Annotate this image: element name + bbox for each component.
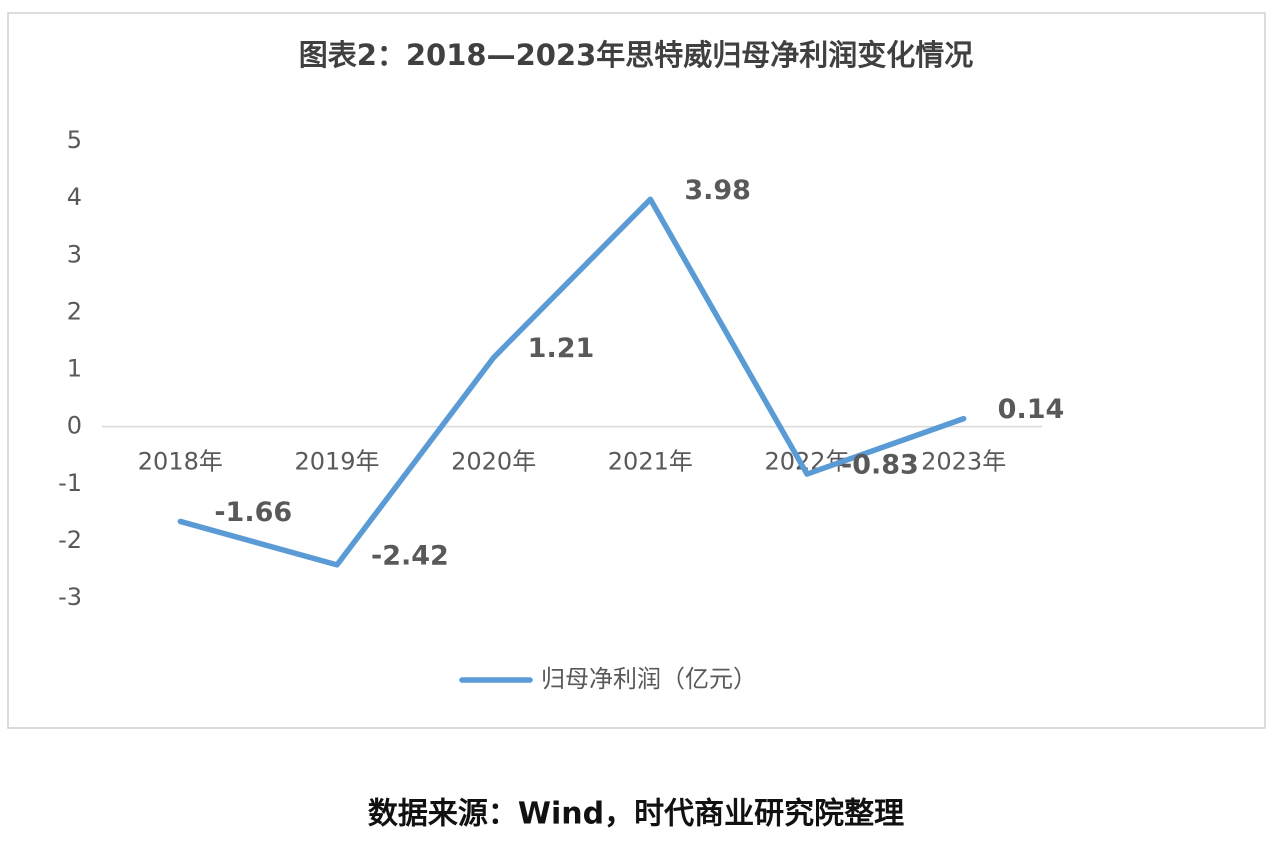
legend-label: 归母净利润（亿元） — [541, 665, 757, 693]
x-tick-label: 2021年 — [608, 448, 693, 476]
x-tick-label: 2018年 — [138, 448, 223, 476]
y-tick-label: -3 — [58, 583, 82, 611]
data-label: -0.83 — [841, 450, 919, 481]
data-label: -1.66 — [214, 497, 292, 528]
data-label: 3.98 — [684, 175, 751, 206]
data-label: -2.42 — [371, 540, 449, 571]
y-tick-label: 5 — [67, 126, 82, 154]
x-tick-label: 2023年 — [921, 448, 1006, 476]
x-tick-label: 2020年 — [451, 448, 536, 476]
y-tick-label: -2 — [58, 526, 82, 554]
y-tick-label: 4 — [67, 183, 82, 211]
y-tick-label: 0 — [67, 412, 82, 440]
y-tick-label: 1 — [67, 355, 82, 383]
data-label: 0.14 — [998, 394, 1065, 425]
source-note: 数据来源：Wind，时代商业研究院整理 — [368, 797, 904, 832]
y-tick-label: 3 — [67, 240, 82, 268]
chart-frame — [7, 12, 1266, 729]
series-line — [177, 196, 967, 568]
x-tick-label: 2019年 — [294, 448, 379, 476]
data-label: 1.21 — [528, 333, 595, 364]
y-tick-label: -1 — [58, 469, 82, 497]
chart-title: 图表2：2018—2023年思特威归母净利润变化情况 — [299, 38, 974, 72]
y-tick-label: 2 — [67, 297, 82, 325]
